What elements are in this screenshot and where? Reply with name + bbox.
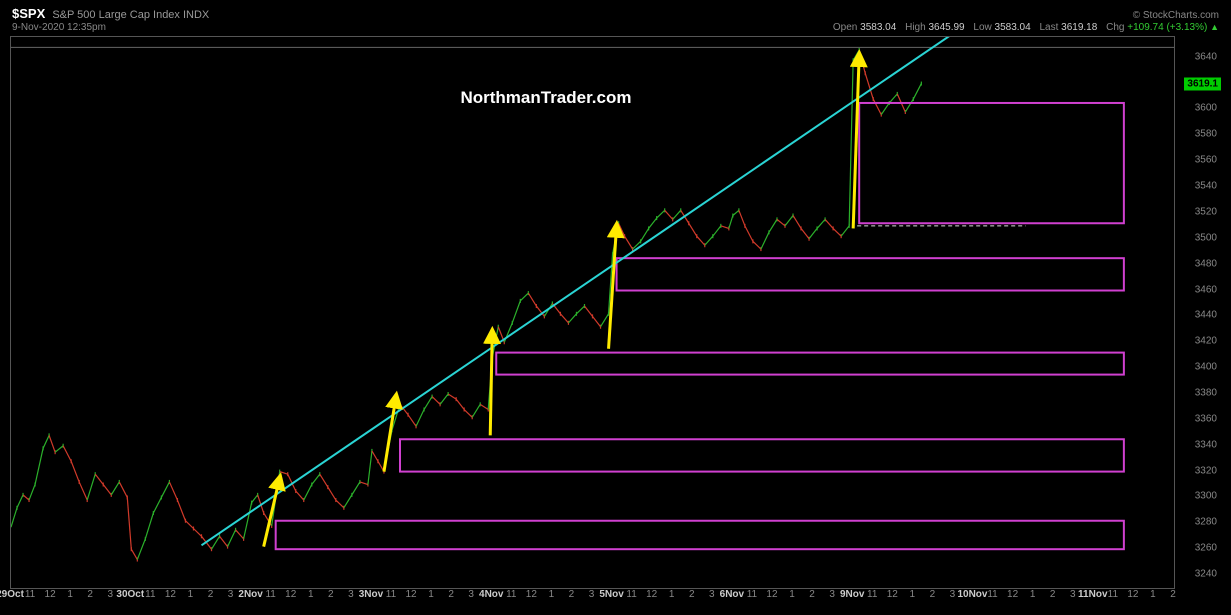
y-tick: 3400 — [1195, 362, 1217, 373]
x-tick: 9Nov — [840, 589, 864, 600]
x-tick: 1 — [1150, 589, 1156, 600]
x-tick: 3 — [228, 589, 234, 600]
x-tick: 1 — [188, 589, 194, 600]
x-tick: 11 — [867, 589, 877, 600]
x-tick: 1 — [669, 589, 675, 600]
x-tick: 12 — [887, 589, 898, 600]
x-tick: 2 — [809, 589, 815, 600]
y-tick: 3440 — [1195, 310, 1217, 321]
x-tick: 1 — [67, 589, 73, 600]
x-tick: 12 — [285, 589, 296, 600]
y-tick: 3420 — [1195, 336, 1217, 347]
x-tick: 11 — [145, 589, 155, 600]
chart-area: NorthmanTrader.com 324032603280330033203… — [10, 36, 1221, 605]
plot-area[interactable]: NorthmanTrader.com — [10, 36, 1175, 589]
x-tick: 3 — [589, 589, 595, 600]
y-tick: 3360 — [1195, 413, 1217, 424]
x-tick: 10Nov — [957, 589, 987, 600]
timestamp: 9-Nov-2020 12:35pm — [12, 22, 106, 33]
ohlc-bar: Open 3583.04 High 3645.99 Low 3583.04 La… — [833, 22, 1219, 33]
chart-header: $SPX S&P 500 Large Cap Index INDX © Stoc… — [4, 4, 1227, 36]
y-tick: 3480 — [1195, 258, 1217, 269]
x-tick: 1 — [789, 589, 795, 600]
x-axis: 29Oct111212330Oct11121232Nov11121233Nov1… — [10, 589, 1175, 605]
x-tick: 3 — [107, 589, 113, 600]
x-tick: 1 — [308, 589, 314, 600]
x-tick: 11 — [25, 589, 35, 600]
x-tick: 3 — [348, 589, 354, 600]
x-tick: 2Nov — [238, 589, 262, 600]
x-tick: 1 — [1030, 589, 1036, 600]
x-tick: 2 — [448, 589, 454, 600]
x-tick: 2 — [328, 589, 334, 600]
x-tick: 3 — [468, 589, 474, 600]
y-tick: 3380 — [1195, 387, 1217, 398]
chart-container: $SPX S&P 500 Large Cap Index INDX © Stoc… — [0, 0, 1231, 615]
x-tick: 2 — [1170, 589, 1176, 600]
x-tick: 12 — [165, 589, 176, 600]
x-tick: 2 — [930, 589, 936, 600]
svg-text:NorthmanTrader.com: NorthmanTrader.com — [460, 88, 631, 107]
y-tick: 3600 — [1195, 103, 1217, 114]
x-tick: 11 — [265, 589, 275, 600]
x-tick: 2 — [87, 589, 93, 600]
x-tick: 2 — [689, 589, 695, 600]
y-tick: 3540 — [1195, 181, 1217, 192]
y-tick: 3580 — [1195, 129, 1217, 140]
y-tick: 3500 — [1195, 232, 1217, 243]
x-tick: 12 — [45, 589, 56, 600]
x-tick: 12 — [1127, 589, 1138, 600]
y-tick: 3260 — [1195, 543, 1217, 554]
x-tick: 29Oct — [0, 589, 24, 600]
x-tick: 3 — [709, 589, 715, 600]
symbol-description: S&P 500 Large Cap Index INDX — [52, 9, 209, 21]
x-tick: 1 — [428, 589, 434, 600]
x-tick: 3Nov — [359, 589, 383, 600]
symbol: $SPX — [12, 6, 45, 21]
x-tick: 3 — [950, 589, 956, 600]
x-tick: 12 — [646, 589, 657, 600]
y-tick: 3560 — [1195, 155, 1217, 166]
y-tick: 3320 — [1195, 465, 1217, 476]
x-tick: 2 — [1050, 589, 1056, 600]
x-tick: 12 — [526, 589, 537, 600]
y-tick: 3280 — [1195, 517, 1217, 528]
y-tick: 3460 — [1195, 284, 1217, 295]
up-triangle-icon: ▲ — [1210, 22, 1219, 32]
x-tick: 1 — [910, 589, 916, 600]
x-tick: 6Nov — [720, 589, 744, 600]
x-tick: 3 — [829, 589, 835, 600]
y-tick: 3300 — [1195, 491, 1217, 502]
x-tick: 11 — [386, 589, 396, 600]
x-tick: 12 — [766, 589, 777, 600]
y-tick: 3240 — [1195, 569, 1217, 580]
source-attribution: © StockCharts.com — [1133, 10, 1219, 21]
x-tick: 5Nov — [599, 589, 623, 600]
x-tick: 1 — [549, 589, 555, 600]
last-price-tag: 3619.1 — [1184, 77, 1221, 90]
x-tick: 2 — [569, 589, 575, 600]
x-tick: 4Nov — [479, 589, 503, 600]
y-axis: 3240 3260 3280 3300 3320 3340 3360 3380 3400 3420… — [1175, 36, 1221, 589]
x-tick: 2 — [208, 589, 214, 600]
price-canvas: NorthmanTrader.com — [11, 37, 1174, 588]
x-tick: 30Oct — [116, 589, 144, 600]
x-tick: 12 — [405, 589, 416, 600]
x-tick: 11 — [987, 589, 997, 600]
x-tick: 3 — [1070, 589, 1076, 600]
y-tick: 3520 — [1195, 206, 1217, 217]
x-tick: 12 — [1007, 589, 1018, 600]
y-tick: 3340 — [1195, 439, 1217, 450]
x-tick: 11 — [506, 589, 516, 600]
x-tick: 11Nov — [1078, 589, 1107, 600]
y-tick: 3640 — [1195, 51, 1217, 62]
x-tick: 11 — [626, 589, 636, 600]
x-tick: 11 — [1108, 589, 1118, 600]
x-tick: 11 — [747, 589, 757, 600]
